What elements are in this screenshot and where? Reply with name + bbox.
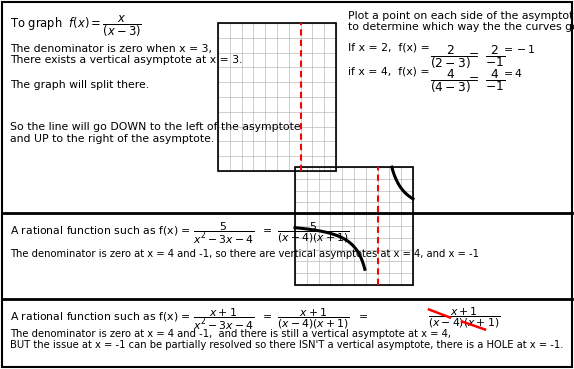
Text: $= -1$: $= -1$ [501,43,536,55]
Text: The denominator is zero at x = 4 and -1, so there are vertical asymptotes at x =: The denominator is zero at x = 4 and -1,… [10,249,479,259]
Text: The denominator is zero at x = 4 and -1,  and there is still a vertical asymptot: The denominator is zero at x = 4 and -1,… [10,329,451,339]
Text: The denominator is zero when x = 3,: The denominator is zero when x = 3, [10,44,212,54]
Bar [218,23,336,171]
Text: and UP to the right of the asymptote.: and UP to the right of the asymptote. [10,134,214,144]
Text: There exists a vertical asymptote at x = 3.: There exists a vertical asymptote at x =… [10,55,242,65]
Text: $\dfrac{2}{(2 - 3)}$: $\dfrac{2}{(2 - 3)}$ [430,43,472,71]
Text: So the line will go DOWN to the left of the asymptote: So the line will go DOWN to the left of … [10,122,301,132]
Text: A rational function such as f(x) = $\dfrac{5}{x^2 - 3x - 4}$  $= \ \dfrac{5}{(x : A rational function such as f(x) = $\dfr… [10,220,350,245]
Text: The graph will split there.: The graph will split there. [10,80,149,90]
Text: $= 4$: $= 4$ [501,67,523,79]
Bar [295,167,413,285]
Text: Plot a point on each side of the asymptote: Plot a point on each side of the asympto… [348,11,574,21]
Text: $\dfrac{4}{(4 - 3)}$: $\dfrac{4}{(4 - 3)}$ [430,67,472,95]
Text: $= \ \dfrac{2}{-1}$: $= \ \dfrac{2}{-1}$ [466,43,505,69]
Bar [295,167,413,285]
Text: A rational function such as f(x) = $\dfrac{x + 1}{x^2 - 3x - 4}$  $= \ \dfrac{x : A rational function such as f(x) = $\dfr… [10,306,369,331]
Text: if x = 4,  f(x) =: if x = 4, f(x) = [348,67,433,77]
Bar [218,23,336,171]
Text: $= \ \dfrac{4}{-1}$: $= \ \dfrac{4}{-1}$ [466,67,505,93]
Text: BUT the issue at x = -1 can be partially resolved so there ISN'T a vertical asym: BUT the issue at x = -1 can be partially… [10,340,564,350]
Text: $\dfrac{x + 1}{(x - 4)(x + 1)}$: $\dfrac{x + 1}{(x - 4)(x + 1)}$ [428,306,501,330]
Text: to determine which way the the curves go.: to determine which way the the curves go… [348,22,574,32]
Text: If x = 2,  f(x) =: If x = 2, f(x) = [348,43,433,53]
Text: To graph  $f(x) = \dfrac{x}{(x - 3)}$: To graph $f(x) = \dfrac{x}{(x - 3)}$ [10,13,142,39]
